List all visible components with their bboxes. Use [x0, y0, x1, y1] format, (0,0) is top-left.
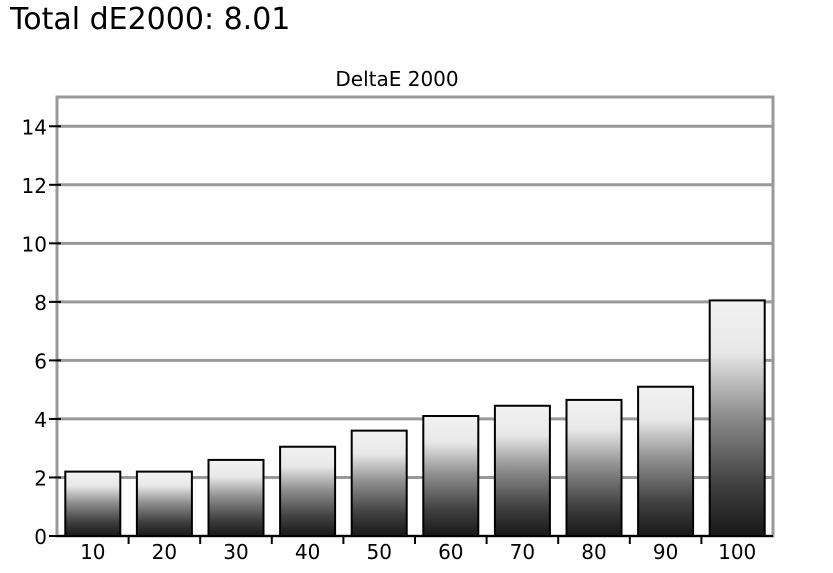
y-tick-label: 2: [34, 466, 47, 490]
x-tick-label: 80: [581, 540, 606, 564]
y-tick-label: 12: [22, 174, 47, 198]
x-tick-label: 50: [366, 540, 391, 564]
x-tick-label: 10: [80, 540, 105, 564]
chart-title: DeltaE 2000: [335, 67, 458, 91]
x-tick-label: 30: [223, 540, 248, 564]
x-tick-label: 70: [510, 540, 535, 564]
y-axis: 0 2 4 6 8 10 12 14: [22, 115, 61, 549]
bar: [279, 445, 337, 537]
y-tick-label: 0: [34, 525, 47, 549]
x-tick-label: 40: [295, 540, 320, 564]
bar: [565, 398, 623, 537]
page-title: Total dE2000: 8.01: [10, 2, 291, 37]
x-tick-label: 100: [718, 540, 756, 564]
bar: [207, 458, 265, 538]
grid-lines: [57, 124, 773, 479]
bar: [350, 429, 408, 538]
x-tick-label: 20: [152, 540, 177, 564]
bar: [708, 299, 766, 537]
x-tick-label: 90: [653, 540, 678, 564]
y-tick-label: 10: [22, 232, 47, 256]
bar: [64, 470, 122, 538]
y-tick-label: 8: [34, 291, 47, 315]
bar: [135, 470, 193, 538]
y-tick-label: 4: [34, 408, 47, 432]
bar: [422, 415, 480, 537]
bar: [493, 404, 551, 537]
x-tick-label: 60: [438, 540, 463, 564]
bar: [637, 385, 695, 537]
y-tick-label: 6: [34, 349, 47, 373]
y-tick-label: 14: [22, 115, 47, 139]
x-axis: 10 20 30 40 50 60 70 80 90 100: [57, 535, 773, 564]
